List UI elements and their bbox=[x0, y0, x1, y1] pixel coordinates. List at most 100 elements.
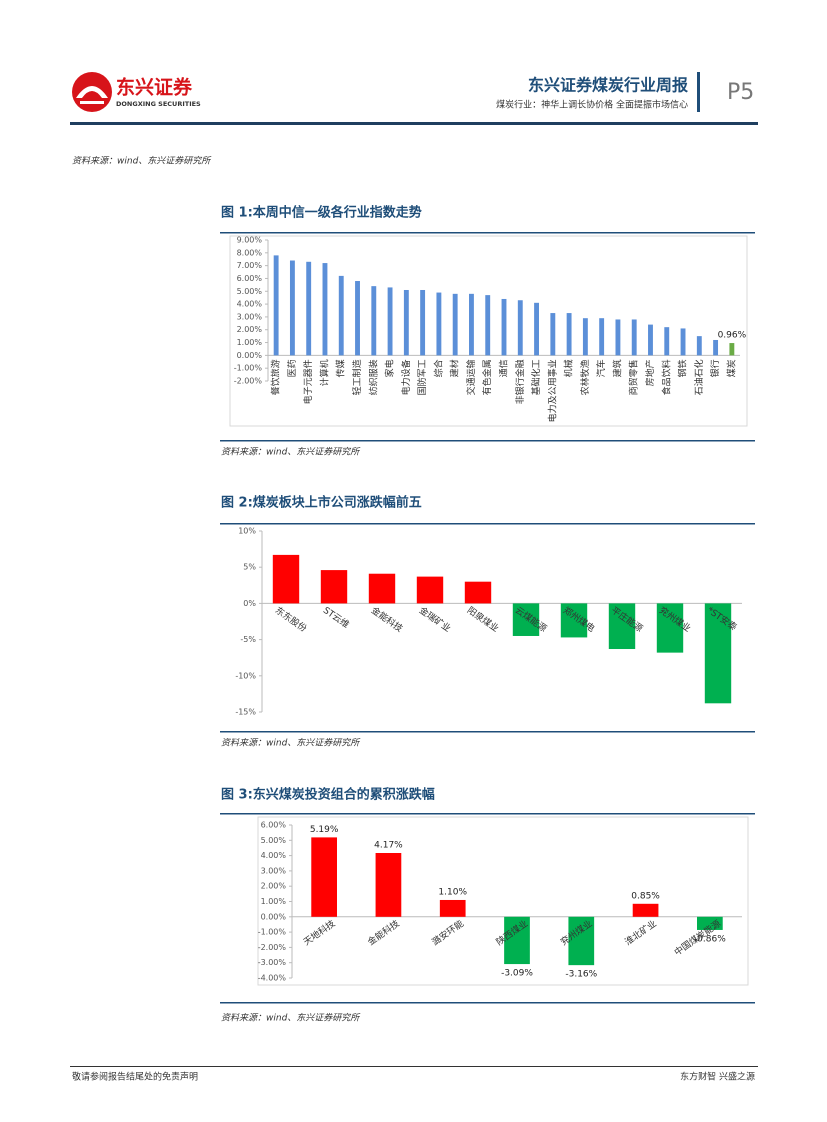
category-label: 汽车 bbox=[595, 359, 607, 377]
figure-caption: 图 1:本周中信一级各行业指数走势 bbox=[221, 205, 422, 221]
value-label: 0.96% bbox=[718, 331, 747, 341]
value-label: 4.17% bbox=[374, 840, 403, 850]
bar bbox=[272, 554, 300, 604]
bar bbox=[311, 837, 337, 917]
bar bbox=[608, 603, 636, 650]
category-label: 电子元器件 bbox=[302, 359, 314, 404]
bar bbox=[416, 576, 444, 604]
bar bbox=[680, 328, 686, 356]
bar bbox=[387, 287, 393, 356]
category-label: 电力设备 bbox=[400, 359, 412, 395]
category-label: 银行 bbox=[709, 359, 721, 377]
bar bbox=[566, 313, 572, 356]
y-tick-label: 7.00% bbox=[237, 261, 263, 270]
chart-frame bbox=[229, 235, 748, 427]
value-label: -0.86% bbox=[694, 934, 726, 944]
category-label: 潞安环能 bbox=[429, 917, 465, 947]
bar bbox=[697, 916, 723, 930]
bar bbox=[375, 852, 402, 917]
rule bbox=[220, 440, 755, 442]
category-label: 农林牧渔 bbox=[579, 359, 591, 395]
bar bbox=[306, 261, 312, 356]
category-label: 东东股份 bbox=[273, 604, 309, 634]
y-tick-label: 0.00% bbox=[237, 351, 263, 360]
figure-caption: 图 2:煤炭板块上市公司涨跌幅前五 bbox=[221, 495, 422, 511]
y-tick-label: 6.00% bbox=[237, 274, 263, 283]
y-tick-label: 5.00% bbox=[237, 287, 263, 296]
y-tick-label: -15% bbox=[235, 708, 256, 717]
bar bbox=[338, 275, 344, 356]
y-tick-label: -1.00% bbox=[234, 364, 263, 373]
category-label: 有色金属 bbox=[481, 359, 493, 395]
category-label: 钢铁 bbox=[677, 359, 689, 377]
bar bbox=[568, 916, 595, 966]
bar bbox=[582, 318, 588, 356]
y-tick-label: 4.00% bbox=[261, 851, 287, 860]
y-tick-label: 3.00% bbox=[237, 312, 263, 321]
bar bbox=[439, 899, 466, 917]
y-tick-label: -3.00% bbox=[258, 958, 287, 967]
category-label: 建筑 bbox=[611, 359, 623, 377]
category-label: 纺织服装 bbox=[367, 359, 379, 395]
rule bbox=[220, 232, 755, 234]
bar bbox=[664, 327, 670, 356]
bar bbox=[289, 260, 295, 356]
value-label: 0.85% bbox=[631, 891, 660, 901]
rule bbox=[220, 731, 755, 733]
y-tick-label: -4.00% bbox=[258, 974, 287, 983]
figure-source: 资料来源：wind、东兴证券研究所 bbox=[221, 738, 361, 749]
category-label: 非银行金融 bbox=[514, 359, 526, 404]
figure-source: 资料来源：wind、东兴证券研究所 bbox=[221, 447, 361, 458]
bar bbox=[355, 281, 360, 356]
y-tick-label: 1.00% bbox=[261, 897, 287, 906]
footer-rule bbox=[70, 1066, 758, 1067]
bar bbox=[696, 336, 702, 356]
y-tick-label: 5% bbox=[243, 563, 256, 572]
category-label: 房地产 bbox=[644, 359, 656, 386]
bar bbox=[729, 343, 735, 356]
y-tick-label: -2.00% bbox=[234, 377, 263, 386]
report-subtitle: 煤炭行业：神华上调长协价格 全面提振市场信心 bbox=[496, 99, 688, 111]
y-tick-label: 0.00% bbox=[261, 912, 287, 921]
category-label: 基础化工 bbox=[530, 359, 542, 395]
rule bbox=[220, 523, 755, 525]
y-tick-label: 0% bbox=[243, 599, 256, 608]
bar bbox=[534, 302, 539, 356]
category-label: 食品饮料 bbox=[660, 359, 672, 395]
category-label: 家电 bbox=[384, 359, 396, 377]
value-label: -3.16% bbox=[565, 970, 597, 980]
category-label: 电力及公用事业 bbox=[546, 359, 558, 422]
footer-left: 敬请参阅报告结尾处的免责声明 bbox=[72, 1071, 198, 1083]
logo-mark bbox=[80, 101, 104, 104]
bar bbox=[320, 570, 348, 604]
category-label: 国防军工 bbox=[416, 359, 428, 395]
bar bbox=[464, 581, 492, 604]
category-label: 轻工制造 bbox=[351, 359, 363, 395]
y-tick-label: 1.00% bbox=[237, 338, 263, 347]
logo bbox=[72, 72, 112, 112]
bar bbox=[648, 324, 653, 356]
logo-mark bbox=[76, 86, 108, 98]
category-label: 医药 bbox=[287, 359, 298, 377]
category-label: 金瑞矿业 bbox=[417, 604, 453, 634]
bar bbox=[501, 298, 507, 356]
y-tick-label: 6.00% bbox=[261, 821, 287, 830]
figure-caption: 图 3:东兴煤炭投资组合的累积涨跌幅 bbox=[221, 787, 435, 803]
bar bbox=[485, 295, 491, 356]
y-tick-label: 9.00% bbox=[237, 236, 263, 245]
bar bbox=[368, 573, 396, 604]
figure-source: 资料来源：wind、东兴证券研究所 bbox=[221, 1013, 361, 1024]
category-label: 计算机 bbox=[318, 359, 330, 386]
category-label: 餐饮旅游 bbox=[270, 359, 282, 395]
y-tick-label: -10% bbox=[235, 671, 256, 680]
bar bbox=[656, 603, 684, 653]
rule bbox=[220, 1002, 755, 1004]
bar bbox=[631, 319, 637, 356]
bar bbox=[704, 603, 732, 704]
y-tick-label: -5% bbox=[240, 635, 256, 644]
y-tick-label: 5.00% bbox=[261, 836, 287, 845]
bar bbox=[273, 255, 279, 356]
category-label: 交通运输 bbox=[465, 359, 477, 395]
value-label: 1.10% bbox=[438, 887, 467, 897]
